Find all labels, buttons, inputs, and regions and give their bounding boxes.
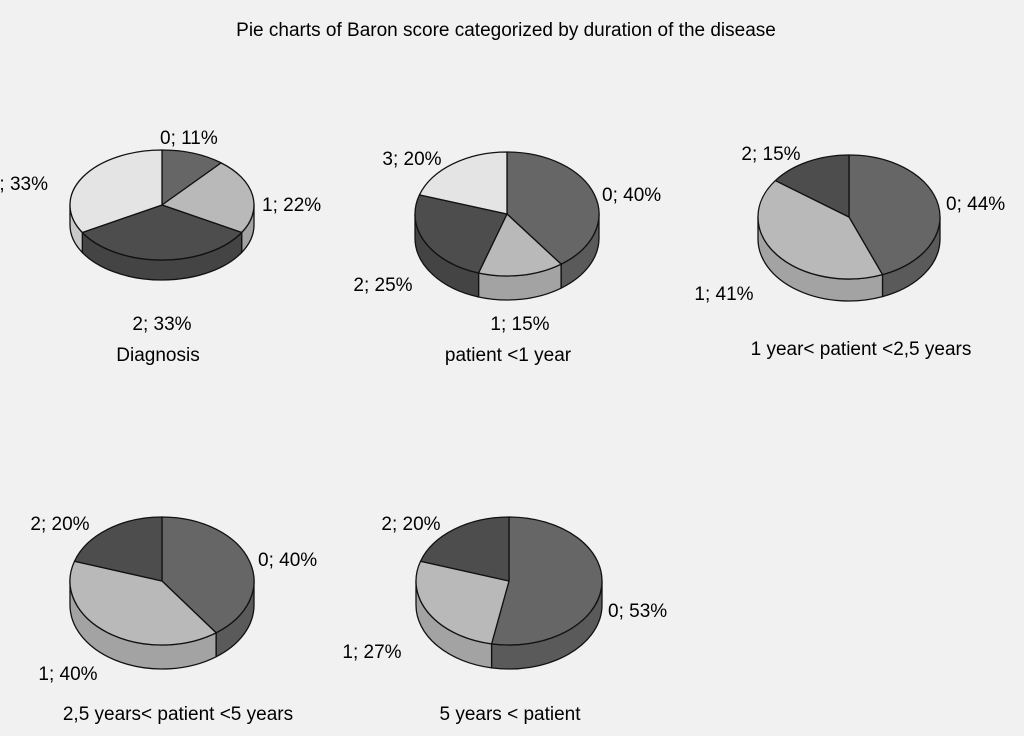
pie-caption: 2,5 years< patient <5 years xyxy=(63,704,293,725)
pie-slices xyxy=(69,516,255,646)
slice-label-2: 2; 15% xyxy=(741,144,800,165)
pie-1-to-2-5-years: 0; 44% 1; 41% 2; 15% 1 year< patient <2,5 y… xyxy=(694,144,1005,360)
slice-label-1: 1; 22% xyxy=(262,195,321,216)
slice-label-2: 2; 25% xyxy=(353,275,412,296)
slice-label-2: 2; 20% xyxy=(30,514,89,535)
slice-label-3: 3; 33% xyxy=(0,174,48,195)
slice-label-1: 1; 15% xyxy=(490,314,549,335)
chart-title: Pie charts of Baron score categorized by… xyxy=(236,20,776,41)
pies-group: 0; 11% 1; 22% 2; 33% 3; 33% Diagnosis 0; 40% 1… xyxy=(0,128,1005,725)
pie-slices xyxy=(415,516,603,646)
pie-slice-0 xyxy=(161,516,255,634)
pie-slice-3 xyxy=(69,149,163,234)
slice-label-0: 0; 40% xyxy=(258,550,317,571)
pie-slice-0 xyxy=(848,154,941,276)
pie-slice-0 xyxy=(490,516,603,646)
pie-slice-0 xyxy=(506,151,600,265)
slice-label-1: 1; 27% xyxy=(342,642,401,663)
slice-label-1: 1; 41% xyxy=(694,284,753,305)
slice-label-0: 0; 44% xyxy=(946,194,1005,215)
pie-slice-1 xyxy=(69,560,217,646)
pie-slice-0 xyxy=(161,149,222,206)
slice-label-1: 1; 40% xyxy=(38,664,97,685)
pie-2-5-to-5-years: 0; 40% 1; 40% 2; 20% 2,5 years< patient <5 … xyxy=(30,514,317,725)
pie-slice-1 xyxy=(161,162,255,234)
pie-slice-2 xyxy=(81,204,243,261)
pie-gt-5-years: 0; 53% 1; 27% 2; 20% 5 years < patient xyxy=(342,514,667,725)
pie-slices xyxy=(414,151,600,277)
pie-slice-2 xyxy=(774,154,850,218)
pie-caption: 1 year< patient <2,5 years xyxy=(751,339,972,360)
pie-diagnosis: 0; 11% 1; 22% 2; 33% 3; 33% Diagnosis xyxy=(0,128,321,366)
pie-slices xyxy=(69,149,255,261)
slice-label-0: 0; 53% xyxy=(608,601,667,622)
pie-slice-1 xyxy=(477,213,562,277)
pie-slice-1 xyxy=(415,560,510,645)
pie-slice-2 xyxy=(414,194,508,274)
pie-slice-2 xyxy=(73,516,163,582)
pie-slice-1 xyxy=(757,179,884,280)
slice-label-0: 0; 11% xyxy=(160,128,218,149)
pie-slices xyxy=(757,154,941,280)
pie-caption: Diagnosis xyxy=(116,345,199,366)
pie-slice-3 xyxy=(418,151,508,215)
slice-label-0: 0; 40% xyxy=(602,185,661,206)
slice-label-3: 3; 20% xyxy=(382,149,441,170)
pie-caption: 5 years < patient xyxy=(439,704,581,725)
slice-label-2: 2; 33% xyxy=(132,314,191,335)
pie-caption: patient <1 year xyxy=(445,345,572,366)
pie-lt-1-year: 0; 40% 1; 15% 2; 25% 3; 20% patient <1 year xyxy=(353,149,661,366)
pie-slice-2 xyxy=(419,516,510,582)
slice-label-2: 2; 20% xyxy=(381,514,440,535)
